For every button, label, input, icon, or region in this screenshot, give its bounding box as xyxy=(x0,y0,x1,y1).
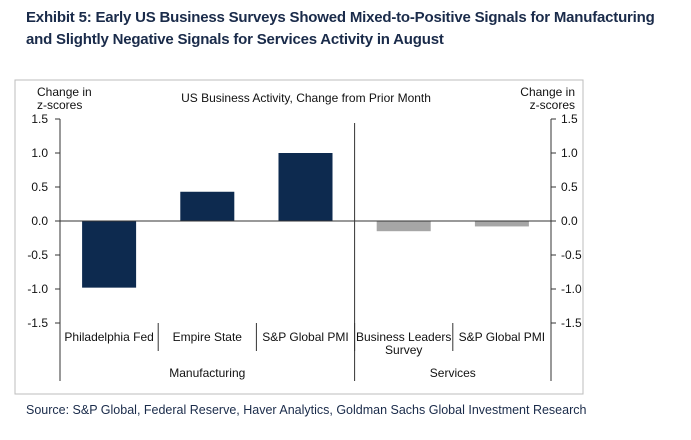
chart-title: US Business Activity, Change from Prior … xyxy=(181,91,431,105)
y-tick-label-right: -1.5 xyxy=(561,316,582,330)
y-axis-label-right: Change in xyxy=(520,85,575,99)
y-tick-label-right: 1.5 xyxy=(561,112,578,126)
category-label: S&P Global PMI xyxy=(262,330,348,344)
exhibit-title: Exhibit 5: Early US Business Surveys Sho… xyxy=(26,9,655,48)
y-tick-label-left: -1.5 xyxy=(27,316,48,330)
chart-frame xyxy=(14,79,584,395)
y-tick-label-left: -1.0 xyxy=(27,282,48,296)
bar xyxy=(474,221,529,227)
y-axis-label-left: Change in xyxy=(37,85,92,99)
bar xyxy=(82,221,137,288)
category-label: Philadelphia Fed xyxy=(64,330,153,344)
bar xyxy=(376,221,431,232)
category-label: S&P Global PMI xyxy=(459,330,545,344)
category-label: Business Leaders xyxy=(356,330,451,344)
y-tick-label-right: 1.0 xyxy=(561,146,578,160)
group-label: Manufacturing xyxy=(169,366,245,380)
group-label: Services xyxy=(430,366,476,380)
y-tick-label-left: 0.5 xyxy=(31,180,48,194)
y-axis-label-right: z-scores xyxy=(530,98,575,112)
y-tick-label-left: -0.5 xyxy=(27,248,48,262)
y-tick-label-left: 0.0 xyxy=(31,214,48,228)
y-tick-label-right: -1.0 xyxy=(561,282,582,296)
category-label: Empire State xyxy=(173,330,243,344)
bar xyxy=(180,191,235,221)
y-tick-label-right: -0.5 xyxy=(561,248,582,262)
y-tick-label-right: 0.5 xyxy=(561,180,578,194)
y-axis-label-left: z-scores xyxy=(37,98,82,112)
y-tick-label-left: 1.0 xyxy=(31,146,48,160)
bar xyxy=(278,153,333,221)
source-note: Source: S&P Global, Federal Reserve, Hav… xyxy=(26,403,587,417)
category-label: Survey xyxy=(385,343,422,357)
y-tick-label-left: 1.5 xyxy=(31,112,48,126)
y-tick-label-right: 0.0 xyxy=(561,214,578,228)
